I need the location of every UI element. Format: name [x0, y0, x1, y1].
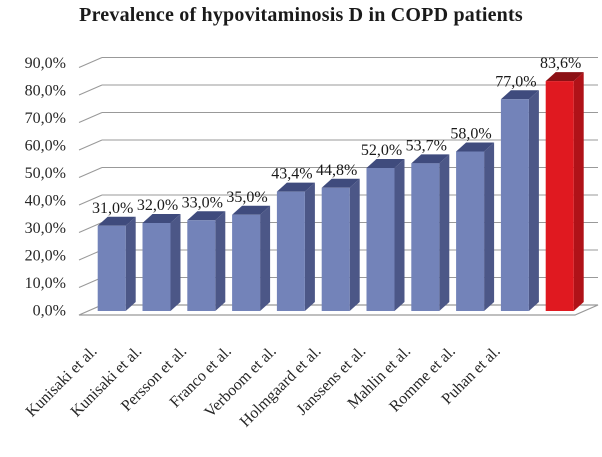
bar-side-face	[125, 216, 136, 311]
bar-front-face	[366, 168, 395, 311]
y-axis-tick-label: 30,0%	[25, 220, 66, 237]
bar-top-face	[366, 159, 405, 168]
highlight-bar-top-face	[545, 72, 584, 82]
bar-value-label: 52,0%	[361, 142, 402, 159]
bar-side-face	[170, 214, 181, 311]
side-wall-tick	[78, 139, 103, 151]
side-wall-tick	[78, 167, 103, 178]
bar-value-label: 58,0%	[450, 126, 491, 143]
y-axis-tick-label: 80,0%	[25, 83, 66, 100]
bar-value-label: 33,0%	[182, 194, 223, 211]
bar-side-face	[349, 178, 360, 311]
bar-value-label: 31,0%	[92, 200, 133, 217]
bar-top-face	[97, 216, 136, 226]
bar-side-face	[484, 142, 495, 311]
bar-value-label: 44,8%	[316, 162, 357, 179]
bar-top-face	[500, 90, 539, 100]
bar-top-face	[232, 205, 271, 215]
side-wall-tick	[78, 222, 103, 233]
bar-top-face	[276, 182, 315, 192]
highlight-bar-side-face	[573, 72, 584, 311]
bar-side-face	[394, 159, 405, 311]
y-axis-tick-label: 40,0%	[25, 193, 66, 210]
bar-top-face	[456, 142, 495, 152]
x-axis-category-label: Holmgaard et al.	[237, 343, 325, 431]
bar-value-label: 32,0%	[137, 197, 178, 214]
y-axis-tick-label: 70,0%	[25, 110, 66, 127]
bar-front-face	[97, 225, 126, 311]
y-axis-tick-label: 0,0%	[33, 303, 66, 320]
bar-side-face	[439, 154, 450, 311]
bar-side-face	[304, 182, 315, 311]
bar-top-face	[411, 154, 450, 164]
bar-side-face	[528, 90, 539, 311]
bar-value-label: 77,0%	[495, 73, 536, 90]
side-wall-tick	[78, 84, 103, 96]
bar-front-face	[232, 214, 261, 311]
bar-top-face	[187, 211, 226, 221]
bar-front-face	[321, 187, 350, 311]
bar-front-face	[142, 223, 171, 311]
bar-front-face	[411, 163, 440, 311]
side-wall-tick	[78, 57, 103, 68]
bar-value-label: 53,7%	[406, 137, 447, 154]
highlight-bar-front-face	[545, 81, 574, 311]
y-axis-tick-label: 60,0%	[25, 138, 66, 155]
y-axis-tick-label: 90,0%	[25, 55, 66, 72]
bar-front-face	[456, 151, 485, 311]
bar-top-face	[321, 178, 360, 188]
side-wall-tick	[78, 112, 103, 123]
bar-value-label: 35,0%	[226, 189, 267, 206]
bar-side-face	[260, 205, 271, 311]
bar-front-face	[187, 220, 216, 311]
bar-value-label: 43,4%	[271, 166, 312, 183]
bar-side-face	[215, 211, 226, 311]
y-axis-tick-label: 50,0%	[25, 165, 66, 182]
chart-title: Prevalence of hypovitaminosis D in COPD …	[79, 4, 523, 26]
bar-front-face	[500, 99, 529, 311]
bar-value-label: 83,6%	[540, 55, 581, 72]
side-wall-tick	[78, 194, 103, 206]
y-axis-tick-label: 10,0%	[25, 275, 66, 292]
bar-front-face	[276, 191, 305, 311]
bar-top-face	[142, 214, 181, 223]
y-axis-tick-label: 20,0%	[25, 248, 66, 265]
